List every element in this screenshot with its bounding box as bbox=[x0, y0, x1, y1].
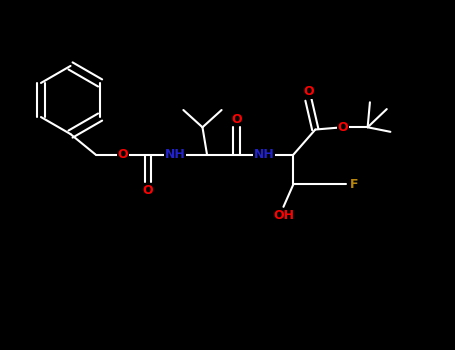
Text: NH: NH bbox=[165, 148, 186, 161]
Text: O: O bbox=[337, 121, 348, 134]
Text: O: O bbox=[303, 85, 314, 98]
Text: OH: OH bbox=[273, 209, 294, 222]
Text: O: O bbox=[142, 183, 153, 196]
Text: O: O bbox=[117, 148, 128, 161]
Text: NH: NH bbox=[253, 148, 274, 161]
Text: F: F bbox=[350, 177, 358, 191]
Text: O: O bbox=[231, 113, 242, 126]
